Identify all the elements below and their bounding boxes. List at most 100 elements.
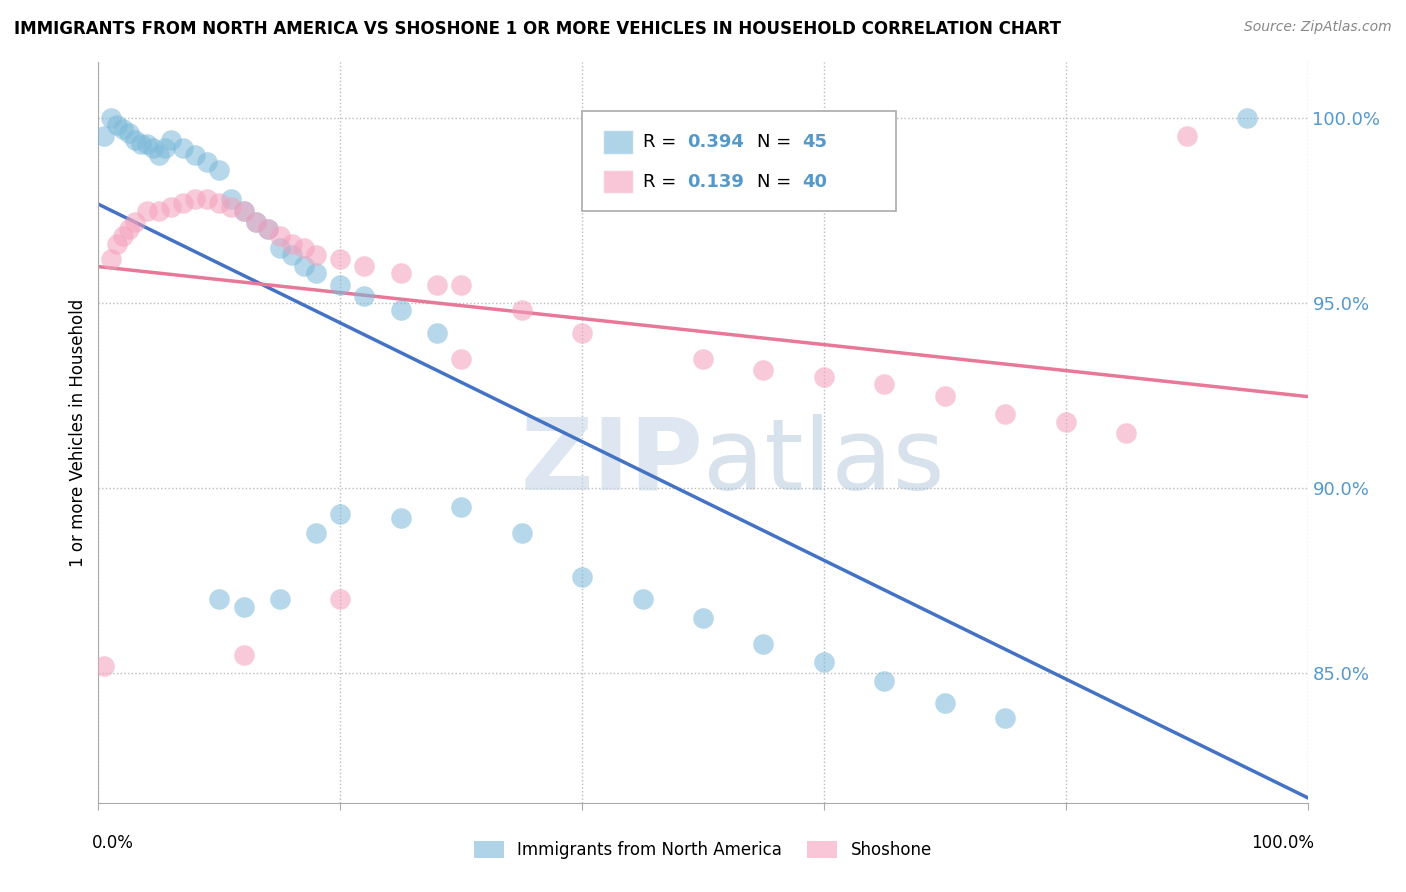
Point [813, 370, 835, 384]
Point [129, 136, 152, 151]
Point [221, 193, 243, 207]
Point [329, 252, 352, 266]
Point [232, 203, 254, 218]
Text: ZIP: ZIP [520, 414, 703, 511]
Bar [603, 169, 633, 194]
Point [450, 351, 472, 366]
Text: 0.0%: 0.0% [91, 834, 134, 852]
Point [208, 196, 231, 211]
Point [631, 592, 654, 607]
Point [118, 126, 141, 140]
Point [184, 193, 207, 207]
Point [135, 203, 157, 218]
Point [245, 214, 267, 228]
Point [135, 136, 157, 151]
FancyBboxPatch shape [582, 111, 897, 211]
Point [208, 162, 231, 177]
Point [353, 259, 375, 273]
Point [232, 203, 254, 218]
Point [111, 229, 134, 244]
Point [269, 240, 291, 254]
Point [813, 655, 835, 669]
Text: 100.0%: 100.0% [1251, 834, 1315, 852]
Point [389, 510, 412, 524]
Point [208, 592, 231, 607]
Point [571, 326, 593, 340]
Point [124, 133, 146, 147]
Point [305, 248, 328, 262]
Point [142, 140, 165, 154]
Point [934, 696, 956, 710]
Point [305, 267, 328, 281]
Point [292, 240, 315, 254]
Point [571, 570, 593, 584]
Point [221, 200, 243, 214]
Point [873, 673, 896, 688]
Text: R =: R = [643, 133, 682, 151]
Point [752, 362, 775, 376]
Point [281, 236, 304, 251]
Y-axis label: 1 or more Vehicles in Household: 1 or more Vehicles in Household [69, 299, 87, 566]
Point [269, 592, 291, 607]
Text: N =: N = [758, 173, 797, 191]
Text: IMMIGRANTS FROM NORTH AMERICA VS SHOSHONE 1 OR MORE VEHICLES IN HOUSEHOLD CORREL: IMMIGRANTS FROM NORTH AMERICA VS SHOSHON… [14, 20, 1062, 37]
Point [256, 222, 278, 236]
Point [105, 236, 128, 251]
Point [292, 259, 315, 273]
Point [1175, 129, 1198, 144]
Point [329, 507, 352, 521]
Point [329, 277, 352, 292]
Point [510, 525, 533, 540]
Point [873, 377, 896, 392]
Point [692, 611, 714, 625]
Point [93, 658, 115, 673]
Point [172, 196, 194, 211]
Text: 0.139: 0.139 [688, 173, 744, 191]
Text: 45: 45 [803, 133, 827, 151]
Point [426, 277, 449, 292]
Point [1115, 425, 1137, 440]
Legend: Immigrants from North America, Shoshone: Immigrants from North America, Shoshone [467, 834, 939, 866]
Point [256, 222, 278, 236]
Point [93, 129, 115, 144]
Point [450, 277, 472, 292]
Point [160, 200, 183, 214]
Point [160, 133, 183, 147]
Point [450, 500, 472, 514]
Point [232, 648, 254, 662]
Text: 40: 40 [803, 173, 827, 191]
Point [105, 119, 128, 133]
Point [245, 214, 267, 228]
Point [994, 711, 1017, 725]
Point [195, 193, 218, 207]
Point [426, 326, 449, 340]
Point [994, 407, 1017, 421]
Point [692, 351, 714, 366]
Point [934, 388, 956, 402]
Point [100, 252, 122, 266]
Point [172, 140, 194, 154]
Point [195, 155, 218, 169]
Point [389, 303, 412, 318]
Point [353, 288, 375, 302]
Bar [603, 130, 633, 153]
Point [281, 248, 304, 262]
Text: 0.394: 0.394 [688, 133, 744, 151]
Point [510, 303, 533, 318]
Point [100, 111, 122, 125]
Point [148, 203, 170, 218]
Point [118, 222, 141, 236]
Point [232, 599, 254, 614]
Text: Source: ZipAtlas.com: Source: ZipAtlas.com [1244, 20, 1392, 34]
Point [153, 140, 176, 154]
Text: N =: N = [758, 133, 797, 151]
Point [269, 229, 291, 244]
Point [329, 592, 352, 607]
Point [184, 148, 207, 162]
Point [111, 122, 134, 136]
Point [1236, 111, 1258, 125]
Point [124, 214, 146, 228]
Text: R =: R = [643, 173, 682, 191]
Text: atlas: atlas [703, 414, 945, 511]
Point [389, 267, 412, 281]
